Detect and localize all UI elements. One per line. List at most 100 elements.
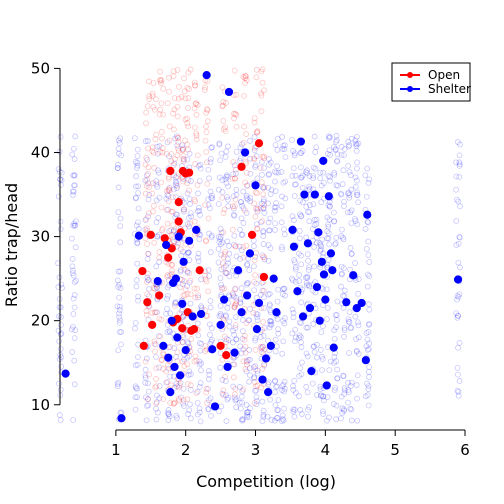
background-point [117,268,124,275]
point-shelter [324,192,333,201]
background-point [184,115,191,122]
background-point [225,183,232,190]
background-point [274,407,281,414]
background-point [456,162,463,169]
background-point [251,400,258,406]
background-point [240,254,247,261]
background-point [347,325,354,332]
background-point [275,286,282,293]
background-point [306,264,313,271]
background-point [353,348,360,355]
background-point [180,313,187,320]
background-point [267,191,274,197]
background-point [289,275,295,282]
background-point [267,245,274,252]
background-point [217,236,224,243]
background-point [208,232,215,239]
background-point [174,358,181,365]
background-point [149,90,156,97]
background-point [252,335,259,342]
background-point [345,316,352,323]
background-point [185,322,191,329]
background-point [185,411,191,417]
background-point [169,261,176,268]
background-point [292,264,299,271]
background-point [222,248,229,255]
background-point [306,404,313,411]
background-point [217,275,224,281]
background-point [116,314,123,321]
point-shelter [208,345,217,354]
background-point [272,402,279,408]
legend-label-open: Open [428,68,460,82]
background-point [134,146,141,153]
background-point [208,325,215,332]
background-point [171,399,178,406]
background-point [252,346,259,353]
background-point [340,167,347,174]
point-shelter [261,354,271,363]
background-point [260,229,267,236]
background-point [341,333,347,340]
background-point [57,133,64,140]
background-point [331,387,338,394]
background-point [163,368,170,375]
background-point [366,374,372,380]
background-point [186,223,193,230]
background-point [164,100,171,107]
background-point [244,261,251,267]
background-point [195,332,202,339]
background-point [159,135,165,142]
background-point [348,324,355,331]
background-point [57,182,64,188]
background-point [338,226,345,233]
background-point [168,151,175,157]
background-point [117,223,124,230]
background-point [293,181,299,188]
background-point [456,174,463,180]
background-point [55,193,62,200]
background-point [166,74,172,81]
background-point [245,356,252,363]
background-point [455,344,461,351]
point-shelter [288,225,297,234]
background-point [152,136,159,143]
background-point [145,388,152,395]
background-point [186,407,193,414]
x-tick-label: 2 [181,441,191,459]
background-point [57,417,64,423]
background-point [223,270,229,276]
background-point [231,391,238,398]
background-point [365,321,372,328]
background-point [254,225,261,232]
background-point [251,374,258,381]
background-point [453,186,459,193]
background-point [179,339,186,345]
background-point [366,340,372,347]
background-point [174,67,181,73]
background-point [455,240,462,247]
background-point [311,216,318,223]
background-point [150,80,157,86]
background-point [291,192,298,199]
background-point [134,159,141,166]
background-point [352,183,359,190]
background-point [337,190,344,197]
background-point [181,75,187,82]
background-point [345,379,351,386]
background-point [258,384,264,391]
background-point [353,347,360,354]
background-point [303,350,310,357]
background-point [352,218,359,224]
background-point [298,212,305,219]
background-point [310,164,317,171]
background-point [153,416,160,423]
background-point [251,379,258,385]
background-point [184,84,191,91]
background-point [164,295,170,302]
background-point [251,119,258,126]
background-point [175,95,182,102]
background-point [291,413,298,420]
point-shelter [167,316,176,325]
background-point [70,222,77,229]
